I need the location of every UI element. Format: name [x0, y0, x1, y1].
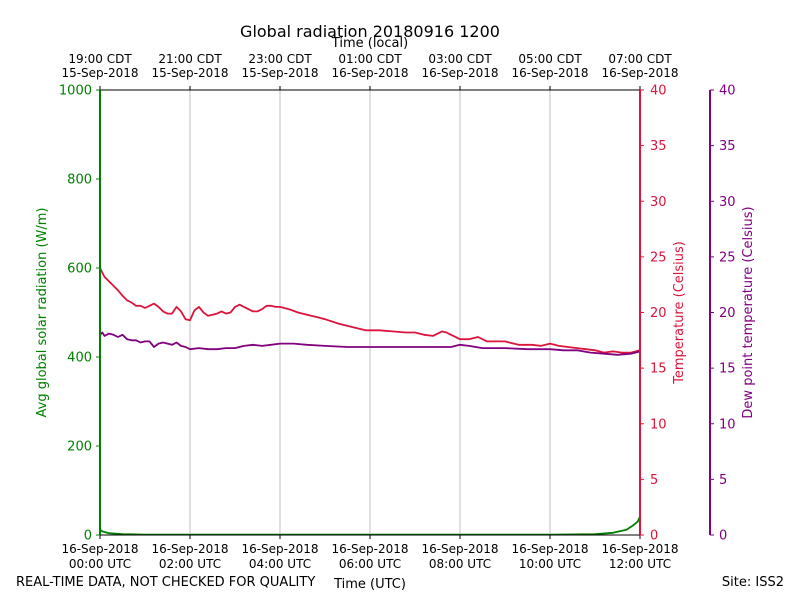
top-tick-label-time: 03:00 CDT: [428, 52, 492, 66]
temperature-tick-label: 15: [650, 362, 667, 377]
top-tick-label-time: 19:00 CDT: [68, 52, 132, 66]
top-tick-label-date: 16-Sep-2018: [331, 66, 408, 80]
series-line-dew-point-temperature: [99, 331, 641, 356]
top-tick-label-date: 16-Sep-2018: [511, 66, 588, 80]
bottom-tick-label-time: 10:00 UTC: [519, 557, 581, 571]
dewpoint-tick-label: 15: [719, 362, 736, 377]
bottom-tick-label-time: 04:00 UTC: [249, 557, 311, 571]
temperature-tick-label: 30: [650, 195, 667, 210]
top-tick-label-time: 05:00 CDT: [518, 52, 582, 66]
top-tick-label-date: 15-Sep-2018: [241, 66, 318, 80]
top-tick-label-date: 16-Sep-2018: [421, 66, 498, 80]
left-axis-label: Avg global solar radiation (W/m): [35, 208, 50, 418]
bottom-tick-label-time: 06:00 UTC: [339, 557, 401, 571]
series-line-temperature: [99, 267, 641, 354]
dewpoint-tick-label: 20: [719, 306, 736, 321]
left-tick-label: 0: [84, 529, 92, 544]
bottom-tick-label-time: 12:00 UTC: [609, 557, 671, 571]
dewpoint-tick-label: 5: [719, 473, 727, 488]
left-tick-label: 200: [67, 440, 92, 455]
bottom-tick-label-date: 16-Sep-2018: [61, 542, 138, 556]
bottom-tick-label-date: 16-Sep-2018: [421, 542, 498, 556]
top-tick-label-time: 23:00 CDT: [248, 52, 312, 66]
bottom-tick-label-time: 08:00 UTC: [429, 557, 491, 571]
dewpoint-tick-label: 0: [719, 529, 727, 544]
top-axis-label: Time (local): [331, 36, 408, 51]
left-tick-label: 800: [67, 173, 92, 188]
top-tick-label-date: 15-Sep-2018: [151, 66, 228, 80]
bottom-tick-label-date: 16-Sep-2018: [151, 542, 228, 556]
temperature-axis-label: Temperature (Celsius): [672, 241, 687, 385]
temperature-tick-label: 20: [650, 306, 667, 321]
temperature-tick-label: 40: [650, 84, 667, 99]
top-tick-label-date: 15-Sep-2018: [61, 66, 138, 80]
temperature-tick-label: 0: [650, 529, 658, 544]
bottom-tick-label-date: 16-Sep-2018: [241, 542, 318, 556]
quality-disclaimer: REAL-TIME DATA, NOT CHECKED FOR QUALITY: [16, 575, 316, 590]
bottom-tick-label-date: 16-Sep-2018: [331, 542, 408, 556]
left-tick-label: 1000: [59, 84, 92, 99]
dewpoint-tick-label: 35: [719, 139, 736, 154]
top-tick-label-time: 07:00 CDT: [608, 52, 672, 66]
bottom-tick-label-time: 00:00 UTC: [69, 557, 131, 571]
temperature-tick-label: 35: [650, 139, 667, 154]
temperature-tick-label: 25: [650, 250, 667, 265]
bottom-tick-label-date: 16-Sep-2018: [601, 542, 678, 556]
bottom-axis-label: Time (UTC): [333, 577, 406, 592]
bottom-tick-label-date: 16-Sep-2018: [511, 542, 588, 556]
dewpoint-tick-label: 30: [719, 195, 736, 210]
top-tick-label-date: 16-Sep-2018: [601, 66, 678, 80]
dewpoint-axis-label: Dew point temperature (Celsius): [741, 206, 756, 418]
dewpoint-tick-label: 25: [719, 250, 736, 265]
left-tick-label: 600: [67, 262, 92, 277]
site-label: Site: ISS2: [721, 575, 784, 590]
left-tick-label: 400: [67, 351, 92, 366]
temperature-tick-label: 10: [650, 417, 667, 432]
top-tick-label-time: 21:00 CDT: [158, 52, 222, 66]
temperature-tick-label: 5: [650, 473, 658, 488]
bottom-tick-label-time: 02:00 UTC: [159, 557, 221, 571]
top-tick-label-time: 01:00 CDT: [338, 52, 402, 66]
chart-title: Global radiation 20180916 1200: [240, 22, 500, 41]
dewpoint-tick-label: 40: [719, 84, 736, 99]
dewpoint-tick-label: 10: [719, 417, 736, 432]
